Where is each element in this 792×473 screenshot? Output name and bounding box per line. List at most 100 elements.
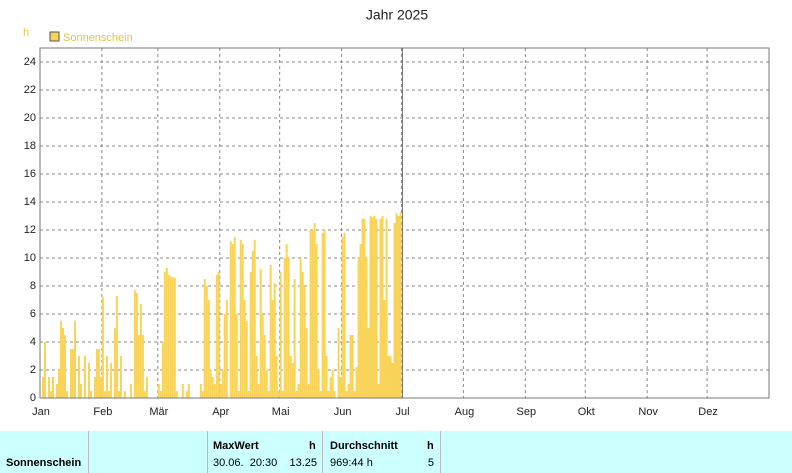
bar	[267, 391, 270, 398]
bar	[63, 335, 66, 398]
bar	[273, 283, 276, 398]
bar	[161, 342, 164, 398]
bar	[271, 300, 274, 398]
bar	[331, 370, 334, 398]
bar	[277, 391, 280, 398]
y-tick-label: 22	[24, 84, 36, 96]
y-tick-label: 20	[24, 112, 36, 124]
header: Durchschnitt	[330, 440, 398, 452]
x-tick-label: Jul	[395, 406, 409, 418]
bar	[87, 363, 90, 398]
bar	[243, 300, 246, 398]
bar	[303, 286, 306, 398]
y-tick-label: 6	[30, 308, 36, 320]
bar	[95, 349, 98, 398]
x-tick-label: Mai	[272, 406, 290, 418]
bar	[283, 258, 286, 398]
bar	[359, 244, 362, 398]
bar	[269, 265, 272, 398]
y-tick-label: 18	[24, 140, 36, 152]
bar	[99, 377, 102, 398]
bar	[229, 241, 232, 398]
bar	[289, 356, 292, 398]
bar	[281, 391, 284, 398]
bar	[109, 363, 112, 398]
bar	[379, 218, 382, 398]
bar	[215, 274, 218, 398]
bar	[369, 216, 372, 398]
bar	[349, 335, 352, 398]
bar	[145, 377, 148, 398]
bar	[311, 230, 314, 398]
bar	[119, 356, 122, 398]
bar	[117, 391, 120, 398]
bar	[79, 384, 82, 398]
bar	[319, 391, 322, 398]
bar	[137, 335, 140, 398]
bar	[391, 363, 394, 398]
bar	[245, 321, 248, 398]
row-label: Sonnenschein	[6, 457, 82, 469]
y-tick-label: 4	[30, 336, 36, 348]
bar	[373, 216, 376, 398]
bar	[377, 384, 380, 398]
bar	[181, 384, 184, 398]
summary-table: Sonnenschein MaxWert h 30.06. 20:30 13.2…	[0, 431, 792, 473]
chart: Jahr 2025 h Sonnenschein 024681012141618…	[23, 7, 770, 418]
bar	[339, 377, 342, 398]
bar	[231, 244, 234, 398]
bar	[223, 314, 226, 398]
max-value: 13.25	[289, 457, 317, 469]
bar	[313, 223, 316, 398]
bar	[41, 377, 44, 398]
bar	[345, 391, 348, 398]
bar	[55, 384, 58, 398]
bar	[217, 272, 220, 398]
y-unit: h	[23, 27, 29, 39]
bar	[115, 295, 118, 398]
bar	[251, 251, 254, 398]
bar	[363, 218, 366, 398]
bar	[317, 370, 320, 398]
bar	[167, 274, 170, 398]
bar	[325, 356, 328, 398]
bar	[259, 269, 262, 398]
bar	[279, 272, 282, 398]
bar	[255, 356, 258, 398]
bar	[135, 293, 138, 398]
bar	[133, 290, 136, 398]
bar	[171, 277, 174, 398]
bar	[367, 328, 370, 398]
bar	[157, 384, 160, 398]
y-tick-label: 2	[30, 364, 36, 376]
bar	[257, 384, 260, 398]
y-tick-label: 14	[24, 196, 36, 208]
bar	[187, 384, 190, 398]
bar	[323, 230, 326, 398]
bar	[143, 391, 146, 398]
bar	[219, 384, 222, 398]
x-tick-label: Sep	[517, 406, 537, 418]
bar	[365, 258, 368, 398]
unit: h	[427, 440, 434, 452]
bar	[263, 335, 266, 398]
bar	[285, 244, 288, 398]
bar	[89, 391, 92, 398]
y-tick-label: 0	[30, 392, 36, 404]
bar	[293, 279, 296, 398]
bar	[213, 384, 216, 398]
bar	[93, 377, 96, 398]
bar	[51, 377, 54, 398]
bar	[321, 232, 324, 398]
x-tick-label: Jan	[32, 406, 50, 418]
bar	[221, 370, 224, 398]
bar	[307, 384, 310, 398]
bar	[105, 356, 108, 398]
bar	[203, 279, 206, 398]
bar	[107, 391, 110, 398]
bar	[249, 272, 252, 398]
bar	[297, 384, 300, 398]
x-tick-label: Jun	[334, 406, 352, 418]
header: MaxWert	[213, 440, 259, 452]
